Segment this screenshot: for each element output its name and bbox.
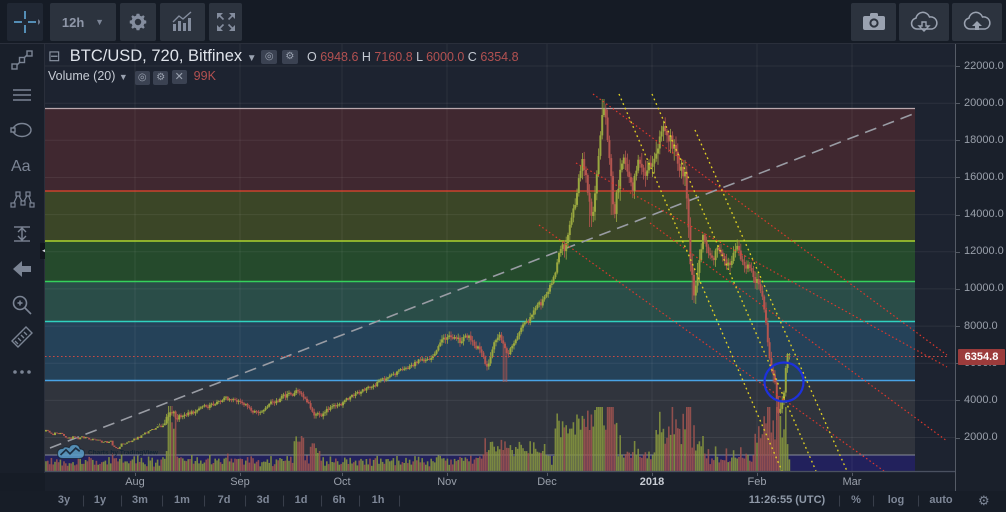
svg-text:Aa: Aa: [11, 158, 31, 175]
svg-text:Charts by TradingView: Charts by TradingView: [88, 450, 159, 457]
